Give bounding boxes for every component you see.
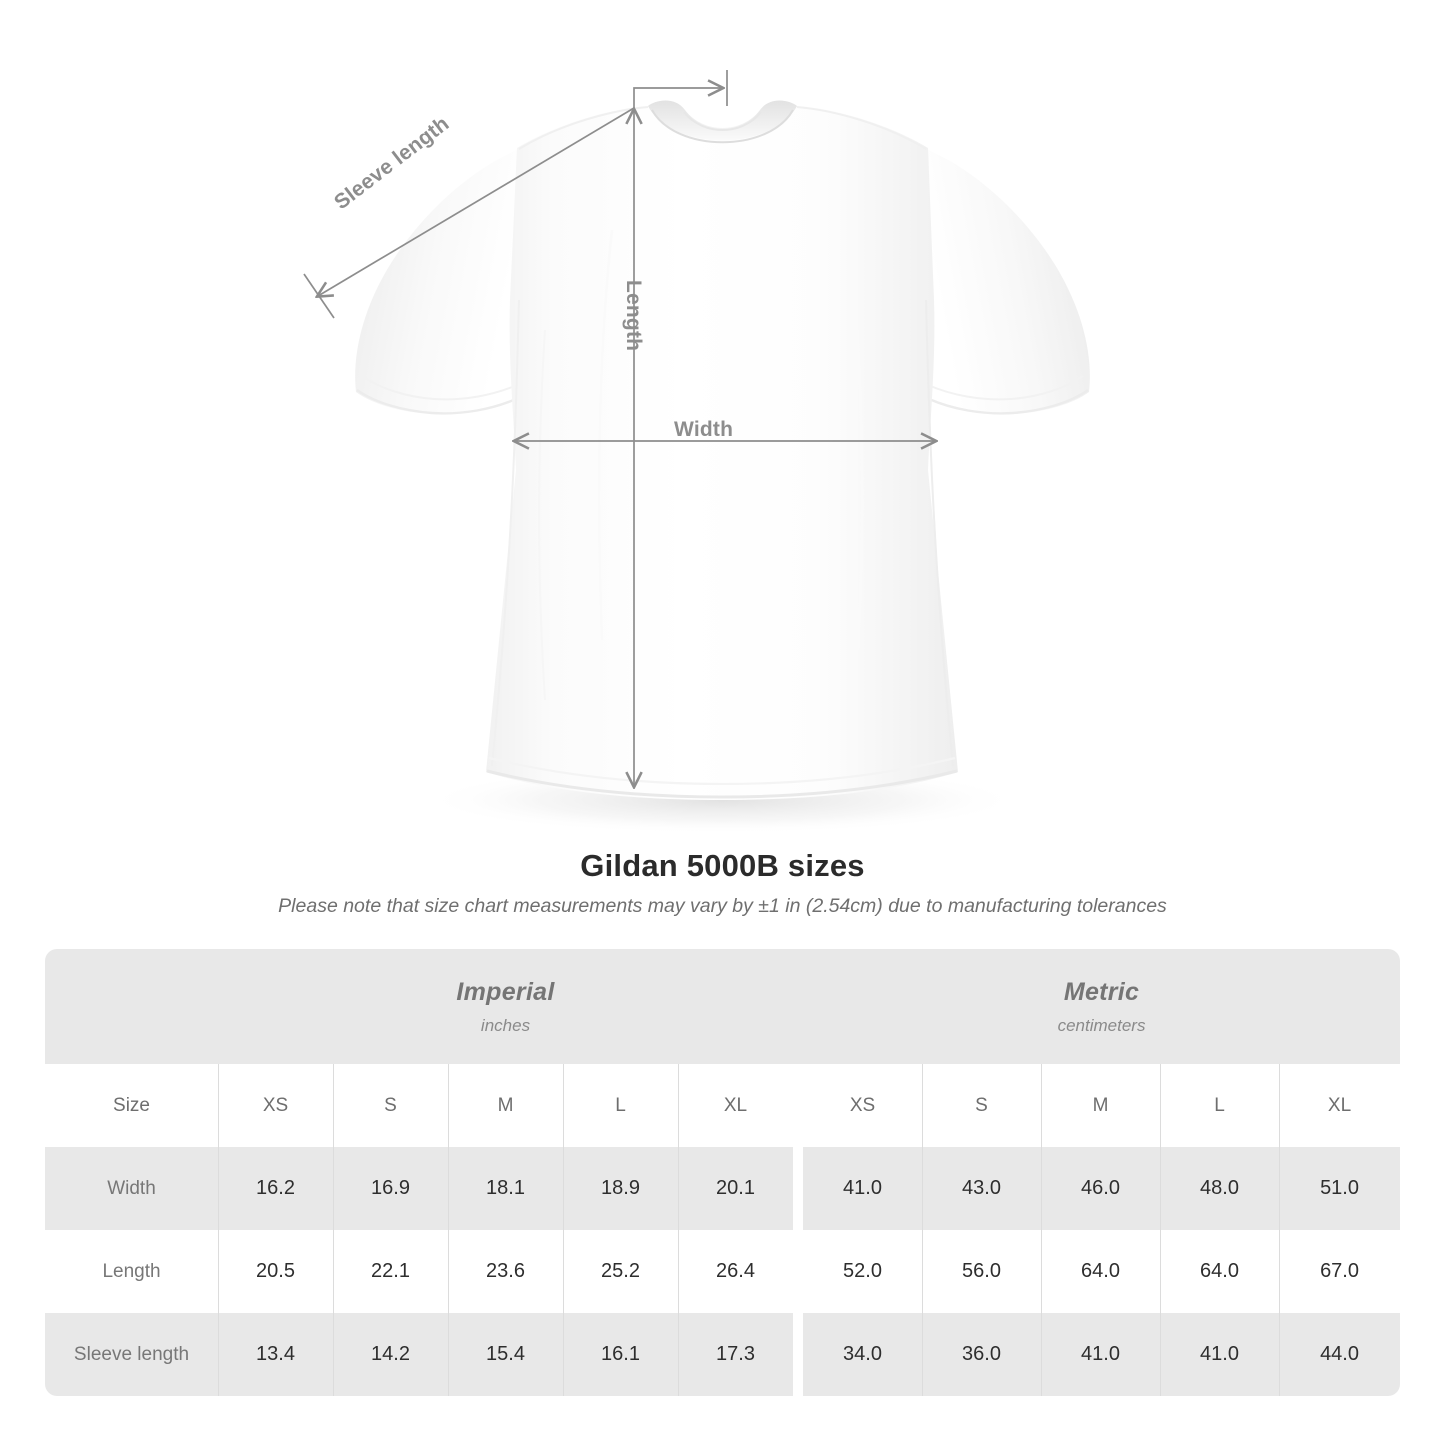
right-side-seam <box>925 299 954 767</box>
column-header-row: Size XS S M L XL XS S M L XL <box>45 1064 1401 1147</box>
cell-length-metric-xl: 67.0 <box>1279 1230 1401 1313</box>
metric-unit-header: Metric centimeters <box>803 949 1401 1064</box>
header-metric-m: M <box>1041 1064 1160 1147</box>
page-title: Gildan 5000B sizes <box>580 848 865 883</box>
imperial-label: Imperial <box>456 977 555 1006</box>
header-imperial-m: M <box>448 1064 563 1147</box>
header-size: Size <box>45 1064 218 1147</box>
cell-width-metric-m: 46.0 <box>1041 1147 1160 1230</box>
cell-width-metric-l: 48.0 <box>1160 1147 1279 1230</box>
right-sleeve-hem-inner <box>927 375 1084 401</box>
right-sleeve <box>925 150 1090 415</box>
cell-sleeve-imperial-xs: 13.4 <box>218 1313 333 1396</box>
cell-length-metric-m: 64.0 <box>1041 1230 1160 1313</box>
size-chart-table-wrapper: Imperial inches Metric centimeters Size … <box>45 949 1401 1396</box>
cell-sleeve-metric-l: 41.0 <box>1160 1313 1279 1396</box>
bottom-hem-inner <box>488 756 956 786</box>
cell-width-imperial-m: 18.1 <box>448 1147 563 1230</box>
table-row: Length 20.5 22.1 23.6 25.2 26.4 52.0 56.… <box>45 1230 1401 1313</box>
row-label-length: Length <box>45 1230 218 1313</box>
cell-sleeve-imperial-s: 14.2 <box>333 1313 448 1396</box>
length-label: Length <box>622 280 645 352</box>
cell-width-metric-s: 43.0 <box>922 1147 1041 1230</box>
fold-left <box>598 229 614 641</box>
right-sleeve-hem <box>928 389 1089 415</box>
sleeve-length-arrow <box>318 107 635 296</box>
header-imperial-s: S <box>333 1064 448 1147</box>
cell-sleeve-imperial-xl: 17.3 <box>678 1313 793 1396</box>
left-sleeve-hem <box>356 389 517 415</box>
cell-width-imperial-s: 16.9 <box>333 1147 448 1230</box>
cell-sleeve-metric-s: 36.0 <box>922 1313 1041 1396</box>
sleeve-end-tick <box>303 273 335 319</box>
cell-length-imperial-xs: 20.5 <box>218 1230 333 1313</box>
cell-width-metric-xl: 51.0 <box>1279 1147 1401 1230</box>
row-gap-sleeve <box>793 1313 803 1396</box>
shirt-body <box>486 106 958 800</box>
imperial-unit-header: Imperial inches <box>218 949 793 1064</box>
table-row: Sleeve length 13.4 14.2 15.4 16.1 17.3 3… <box>45 1313 1401 1396</box>
header-gap <box>793 1064 803 1147</box>
cell-width-imperial-xs: 16.2 <box>218 1147 333 1230</box>
cell-length-imperial-m: 23.6 <box>448 1230 563 1313</box>
row-label-width: Width <box>45 1147 218 1230</box>
cell-length-imperial-l: 25.2 <box>563 1230 678 1313</box>
cell-sleeve-metric-m: 41.0 <box>1041 1313 1160 1396</box>
metric-label: Metric <box>1063 977 1140 1006</box>
cell-width-metric-xs: 41.0 <box>803 1147 922 1230</box>
left-sleeve-hem-inner <box>361 375 518 401</box>
cell-width-imperial-l: 18.9 <box>563 1147 678 1230</box>
size-chart-table: Imperial inches Metric centimeters Size … <box>45 949 1401 1396</box>
neckline <box>683 111 762 131</box>
width-label: Width <box>674 418 734 441</box>
unit-banner-gap <box>793 949 803 1064</box>
header-imperial-xl: XL <box>678 1064 793 1147</box>
cell-length-imperial-s: 22.1 <box>333 1230 448 1313</box>
left-side-seam <box>491 299 520 767</box>
collar-outline <box>651 109 794 144</box>
tshirt-illustration <box>303 70 1090 834</box>
row-gap-width <box>793 1147 803 1230</box>
metric-unit: centimeters <box>1057 1016 1146 1035</box>
unit-banner-row: Imperial inches Metric centimeters <box>45 949 1401 1064</box>
cell-sleeve-imperial-l: 16.1 <box>563 1313 678 1396</box>
header-imperial-l: L <box>563 1064 678 1147</box>
table-row: Width 16.2 16.9 18.1 18.9 20.1 41.0 43.0… <box>45 1147 1401 1230</box>
cell-sleeve-metric-xl: 44.0 <box>1279 1313 1401 1396</box>
bottom-hem <box>486 769 958 799</box>
imperial-unit: inches <box>480 1016 531 1035</box>
tolerance-note: Please note that size chart measurements… <box>278 895 1167 917</box>
cell-length-metric-xs: 52.0 <box>803 1230 922 1313</box>
header-metric-xl: XL <box>1279 1064 1401 1147</box>
size-guide-diagram: Sleeve length Length Width <box>303 70 1090 834</box>
collar <box>648 100 797 141</box>
cell-length-imperial-xl: 26.4 <box>678 1230 793 1313</box>
cell-sleeve-metric-xs: 34.0 <box>803 1313 922 1396</box>
cell-length-metric-s: 56.0 <box>922 1230 1041 1313</box>
row-gap-length <box>793 1230 803 1313</box>
cell-sleeve-imperial-m: 15.4 <box>448 1313 563 1396</box>
fold-far-left <box>537 329 546 701</box>
cell-length-metric-l: 64.0 <box>1160 1230 1279 1313</box>
right-shoulder-seam <box>796 106 927 150</box>
unit-banner-spacer <box>45 949 218 1064</box>
header-metric-s: S <box>922 1064 1041 1147</box>
header-metric-xs: XS <box>803 1064 922 1147</box>
header-imperial-xs: XS <box>218 1064 333 1147</box>
sleeve-length-extension <box>633 88 722 108</box>
header-metric-l: L <box>1160 1064 1279 1147</box>
left-sleeve <box>355 150 520 415</box>
cell-width-imperial-xl: 20.1 <box>678 1147 793 1230</box>
row-label-sleeve-length: Sleeve length <box>45 1313 218 1396</box>
